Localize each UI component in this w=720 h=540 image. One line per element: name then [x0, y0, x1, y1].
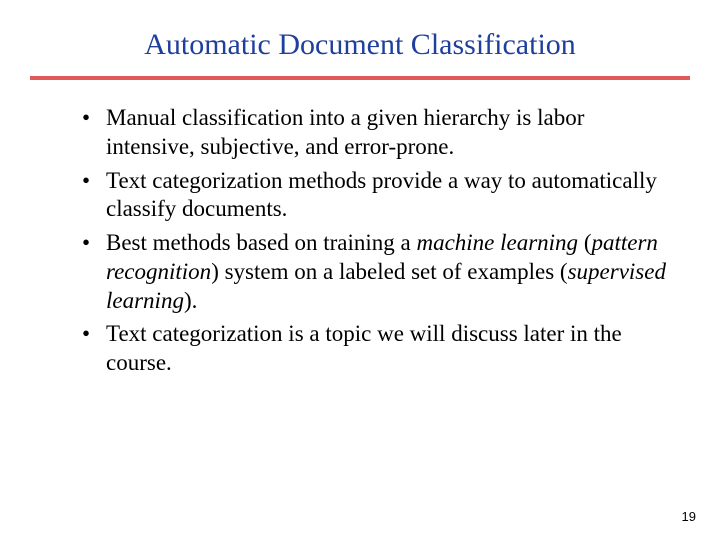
- bullet-text: Best methods based on training a: [106, 230, 416, 255]
- list-item: Best methods based on training a machine…: [88, 229, 670, 315]
- bullet-italic: machine learning: [416, 230, 578, 255]
- list-item: Text categorization methods provide a wa…: [88, 167, 670, 225]
- slide-title: Automatic Document Classification: [50, 28, 670, 62]
- bullet-text: Manual classification into a given hiera…: [106, 105, 584, 159]
- title-divider: [30, 76, 690, 80]
- bullet-text: Text categorization methods provide a wa…: [106, 168, 657, 222]
- list-item: Manual classification into a given hiera…: [88, 104, 670, 162]
- list-item: Text categorization is a topic we will d…: [88, 320, 670, 378]
- bullet-text: (: [578, 230, 591, 255]
- bullet-text: ).: [184, 288, 197, 313]
- bullet-list: Manual classification into a given hiera…: [50, 104, 670, 378]
- bullet-text: ) system on a labeled set of examples (: [211, 259, 567, 284]
- bullet-text: Text categorization is a topic we will d…: [106, 321, 622, 375]
- slide: Automatic Document Classification Manual…: [0, 0, 720, 540]
- page-number: 19: [682, 509, 696, 524]
